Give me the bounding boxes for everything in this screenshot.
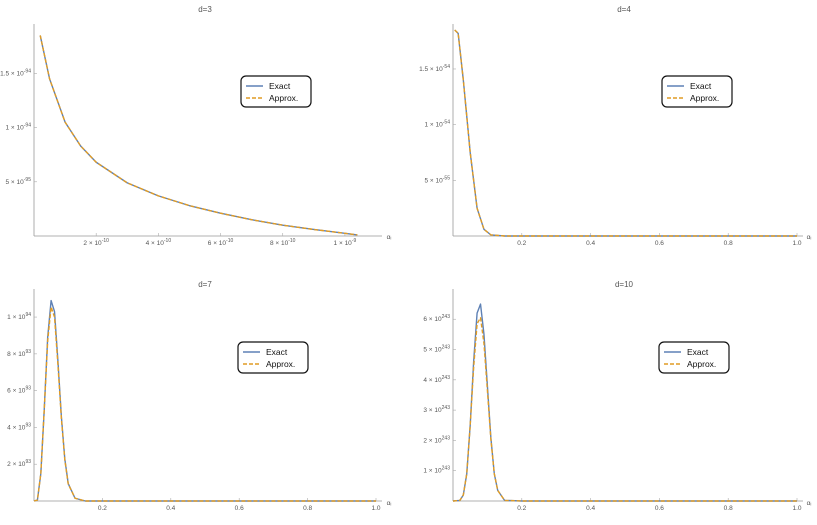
x-tick-label: 0.4	[586, 505, 595, 512]
chart-panel-3: d=7 αᵢ 0.2 0.4 0.6 0.8 1.0 2 × 1093 4 × 1093 6 × …	[7, 280, 391, 512]
y-tick-label: 2 × 10243	[423, 435, 450, 444]
legend: Exact Approx.	[240, 75, 312, 108]
legend-label-exact: Exact	[687, 347, 709, 357]
chart-title: d=3	[198, 5, 212, 14]
y-tick-label: 4 × 1093	[7, 422, 31, 431]
chart-title: d=4	[617, 5, 631, 14]
y-tick-label: 6 × 1093	[7, 386, 31, 395]
x-tick-label: 0.2	[517, 505, 526, 512]
y-tick-label: 8 × 1093	[7, 349, 31, 358]
x-tick-label: 0.6	[655, 505, 664, 512]
x-tick-label: 0.4	[586, 240, 595, 247]
x-tick-label: 1.0	[792, 505, 801, 512]
y-tick-label: 5 × 10-95	[6, 177, 32, 186]
x-tick-label: 6 × 10-10	[208, 238, 234, 247]
legend: Exact Approx.	[661, 75, 733, 108]
y-tick-label: 1 × 1094	[7, 312, 31, 321]
x-axis-label: αᵢ	[807, 500, 812, 507]
legend-label-exact: Exact	[266, 347, 288, 357]
y-tick-label: 1 × 10-54	[425, 120, 451, 129]
legend-label-approx: Approx.	[690, 93, 719, 103]
series-exact-line	[454, 29, 797, 237]
legend-box	[240, 75, 312, 108]
x-tick-label: 0.2	[98, 505, 107, 512]
y-tick-label: 5 × 10-55	[425, 175, 451, 184]
x-tick-label: 2 × 10-10	[83, 238, 109, 247]
legend-box	[237, 341, 309, 374]
legend-label-approx: Approx.	[266, 359, 295, 369]
legend-label-exact: Exact	[269, 81, 291, 91]
legend: Exact Approx.	[237, 341, 309, 374]
legend-box	[658, 341, 730, 374]
x-tick-label: 1.0	[371, 505, 380, 512]
y-tick-label: 4 × 10243	[423, 375, 450, 384]
series-exact-line	[452, 303, 797, 502]
legend-box	[661, 75, 733, 108]
y-tick-label: 1 × 10243	[423, 466, 450, 475]
series-approx-line	[39, 35, 358, 236]
legend-label-exact: Exact	[690, 81, 712, 91]
y-tick-label: 5 × 10243	[423, 345, 450, 354]
x-tick-label: 0.6	[235, 505, 244, 512]
y-tick-label: 1.5 × 10-94	[0, 68, 31, 77]
x-tick-label: 1.0	[792, 240, 801, 247]
x-tick-label: 0.4	[166, 505, 175, 512]
legend: Exact Approx.	[658, 341, 730, 374]
chart-panel-4: d=10 αᵢ 0.2 0.4 0.6 0.8 1.0 1 × 10243 2 × 10243 3…	[423, 280, 811, 512]
y-tick-label: 2 × 1093	[7, 459, 31, 468]
x-tick-label: 0.2	[517, 240, 526, 247]
y-tick-label: 6 × 10243	[423, 314, 450, 323]
series-approx-line	[33, 306, 376, 502]
y-tick-label: 3 × 10243	[423, 405, 450, 414]
x-tick-label: 0.6	[655, 240, 664, 247]
legend-label-approx: Approx.	[269, 93, 298, 103]
x-axis-label: αᵢ	[807, 234, 812, 241]
legend-label-approx: Approx.	[687, 359, 716, 369]
x-tick-label: 4 × 10-10	[146, 238, 172, 247]
x-tick-label: 0.8	[724, 240, 733, 247]
series-exact-line	[33, 299, 376, 502]
y-tick-label: 1 × 10-94	[6, 123, 32, 132]
series-approx-line	[454, 29, 797, 237]
y-tick-label: 1.5 × 10-54	[419, 64, 450, 73]
x-tick-label: 0.8	[724, 505, 733, 512]
series-exact-line	[39, 35, 358, 236]
x-axis-label: αᵢ	[387, 500, 392, 507]
x-tick-label: 0.8	[303, 505, 312, 512]
x-axis-label: αᵢ	[387, 234, 392, 241]
chart-title: d=7	[198, 280, 212, 289]
chart-title: d=10	[615, 280, 634, 289]
x-tick-label: 1 × 10-9	[334, 238, 357, 247]
x-tick-label: 8 × 10-10	[270, 238, 296, 247]
chart-panel-1: d=3 αᵢ 2 × 10-10 4 × 10-10 6 × 10-10 8 × 10-1…	[0, 5, 391, 247]
chart-panel-2: d=4 αᵢ 0.2 0.4 0.6 0.8 1.0 5 × 10-55 1 × 10-54 1.…	[419, 5, 811, 247]
series-approx-line	[452, 317, 797, 502]
